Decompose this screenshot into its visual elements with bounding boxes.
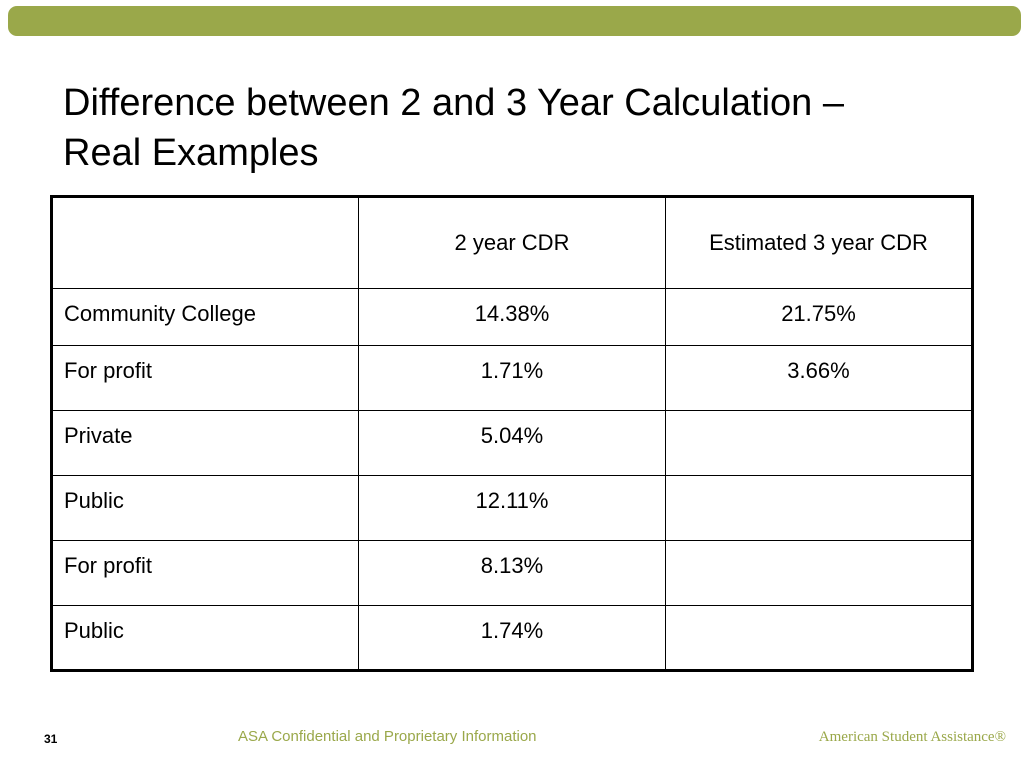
header-cell-blank xyxy=(51,196,359,289)
three-year-cdr-cell xyxy=(665,475,973,541)
footer-confidential-notice: ASA Confidential and Proprietary Informa… xyxy=(238,728,537,745)
row-label-cell: Public xyxy=(51,605,359,671)
row-label-cell: For profit xyxy=(51,540,359,606)
three-year-cdr-cell xyxy=(665,605,973,671)
slide-title-line-1: Difference between 2 and 3 Year Calculat… xyxy=(63,82,844,124)
three-year-cdr-cell: 3.66% xyxy=(665,345,973,411)
header-accent-bar xyxy=(8,6,1021,36)
two-year-cdr-cell: 1.71% xyxy=(358,345,666,411)
slide-title: Difference between 2 and 3 Year Calculat… xyxy=(63,78,963,178)
two-year-cdr-cell: 12.11% xyxy=(358,475,666,541)
three-year-cdr-cell: 21.75% xyxy=(665,288,973,346)
table-row: For profit 8.13% xyxy=(51,540,973,606)
two-year-cdr-cell: 8.13% xyxy=(358,540,666,606)
row-label-cell: For profit xyxy=(51,345,359,411)
three-year-cdr-cell xyxy=(665,410,973,476)
two-year-cdr-cell: 1.74% xyxy=(358,605,666,671)
header-cell-estimated-3-year-cdr: Estimated 3 year CDR xyxy=(665,196,973,289)
table-row: For profit 1.71% 3.66% xyxy=(51,345,973,411)
slide-number: 31 xyxy=(44,732,58,746)
header-cell-2-year-cdr: 2 year CDR xyxy=(358,196,666,289)
footer-brand-logo: American Student Assistance® xyxy=(818,729,1006,745)
table-row: Public 1.74% xyxy=(51,605,973,671)
table-header-row: 2 year CDR Estimated 3 year CDR xyxy=(51,196,973,289)
row-label-cell: Community College xyxy=(51,288,359,346)
table-row: Private 5.04% xyxy=(51,410,973,476)
table-row: Community College 14.38% 21.75% xyxy=(51,288,973,346)
two-year-cdr-cell: 5.04% xyxy=(358,410,666,476)
slide-title-line-2: Real Examples xyxy=(63,132,319,174)
three-year-cdr-cell xyxy=(665,540,973,606)
two-year-cdr-cell: 14.38% xyxy=(358,288,666,346)
cdr-comparison-table: 2 year CDR Estimated 3 year CDR Communit… xyxy=(50,195,974,672)
table-row: Public 12.11% xyxy=(51,475,973,541)
row-label-cell: Private xyxy=(51,410,359,476)
row-label-cell: Public xyxy=(51,475,359,541)
